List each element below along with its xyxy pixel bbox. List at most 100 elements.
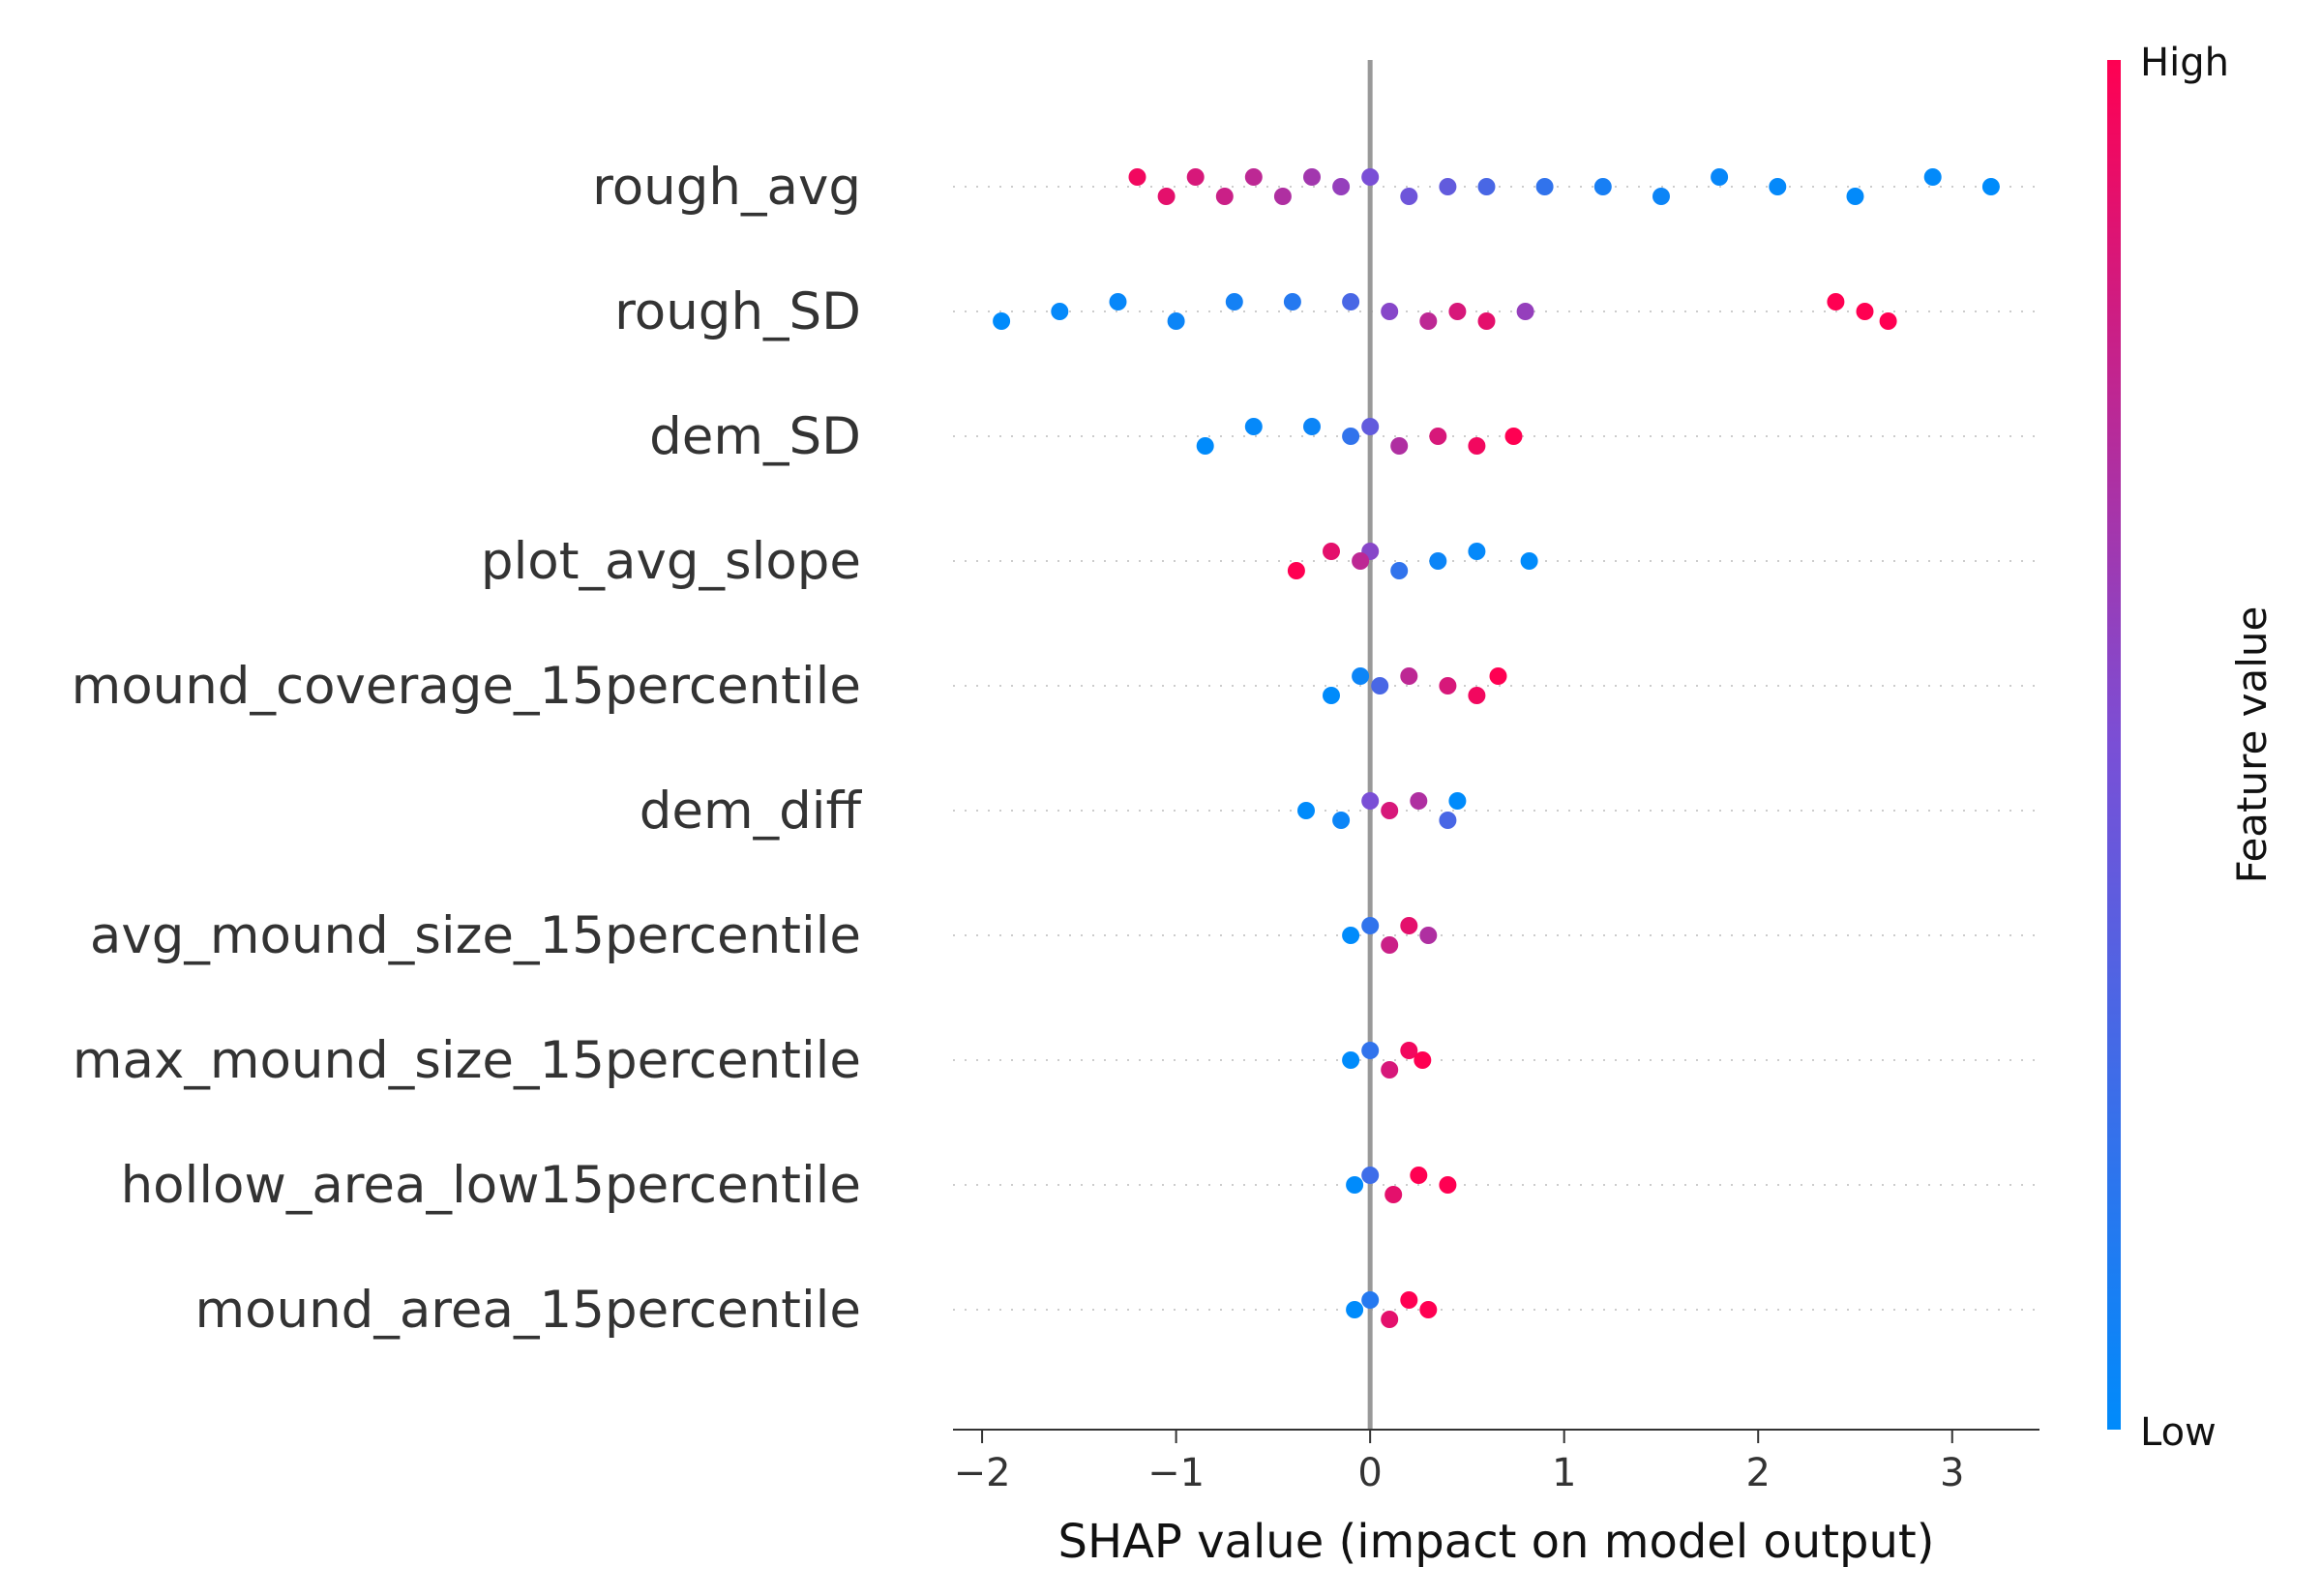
shap-point — [1400, 1291, 1418, 1309]
colorbar-gradient — [2107, 60, 2121, 1430]
colorbar-title: Feature value — [2228, 606, 2276, 884]
shap-point — [1381, 1311, 1399, 1328]
shap-point — [1342, 927, 1360, 944]
shap-point — [1504, 428, 1523, 445]
shap-point — [1381, 1061, 1399, 1079]
shap-point — [1361, 1291, 1380, 1309]
shap-point — [1923, 168, 1942, 186]
row-guides — [953, 186, 2039, 1311]
shap-point — [1439, 178, 1457, 195]
shap-point — [1196, 437, 1214, 455]
x-tick-label: 1 — [1552, 1451, 1576, 1495]
shap-point — [1520, 552, 1538, 570]
x-axis-title: SHAP value (impact on model output) — [1058, 1515, 1935, 1569]
shap-point — [1303, 168, 1321, 186]
feature-label: max_mound_size_15percentile — [73, 1031, 861, 1090]
shap-point — [1323, 543, 1340, 560]
shap-point — [1439, 1176, 1457, 1194]
colorbar-low-label: Low — [2140, 1410, 2217, 1455]
shap-point — [1846, 188, 1864, 205]
shap-point — [1400, 917, 1418, 934]
shap-point — [1332, 812, 1351, 829]
feature-label: rough_avg — [592, 158, 861, 217]
shap-point — [1303, 418, 1321, 435]
x-tick-label: −1 — [1147, 1451, 1205, 1495]
shap-point — [1361, 917, 1380, 934]
shap-point — [1361, 1167, 1380, 1184]
shap-point — [1400, 667, 1418, 685]
shap-point — [1273, 188, 1292, 205]
feature-label: dem_diff — [640, 782, 863, 841]
shap-point — [1361, 418, 1380, 435]
shap-point — [1332, 178, 1351, 195]
shap-point — [1439, 812, 1457, 829]
shap-point — [1390, 562, 1409, 579]
shap-point — [1711, 168, 1729, 186]
shap-point — [1323, 687, 1340, 704]
shap-point — [1410, 1167, 1428, 1184]
shap-point — [1477, 312, 1496, 330]
x-tick-label: 0 — [1357, 1451, 1382, 1495]
shap-point — [1448, 303, 1467, 320]
shap-point — [1128, 168, 1146, 186]
shap-point — [1535, 178, 1554, 195]
shap-point — [1414, 1051, 1432, 1069]
shap-point — [1283, 293, 1301, 310]
shap-point — [1384, 1186, 1403, 1203]
shap-point — [1381, 936, 1399, 954]
shap-point — [1051, 303, 1069, 320]
shap-point — [1468, 437, 1486, 455]
shap-point — [1516, 303, 1534, 320]
shap-point — [1439, 677, 1457, 695]
feature-label: plot_avg_slope — [481, 532, 861, 591]
shap-point — [1346, 1301, 1364, 1318]
shap-point — [1419, 312, 1438, 330]
shap-point — [1448, 792, 1467, 810]
shap-point — [1400, 1042, 1418, 1059]
shap-point — [1346, 1176, 1364, 1194]
shap-point — [1109, 293, 1127, 310]
shap-point — [1468, 687, 1486, 704]
shap-point — [1342, 293, 1360, 310]
shap-point — [1429, 552, 1447, 570]
shap-point — [1489, 667, 1507, 685]
shap-point — [1287, 562, 1305, 579]
shap-point — [1827, 293, 1845, 310]
shap-point — [1381, 303, 1399, 320]
shap-point — [1468, 543, 1486, 560]
feature-labels: rough_avg rough_SD dem_SD plot_avg_slopemou… — [72, 158, 863, 1340]
shap-point — [1769, 178, 1787, 195]
shap-point — [1400, 188, 1418, 205]
shap-point — [1381, 802, 1399, 819]
feature-label: mound_coverage_15percentile — [72, 657, 861, 716]
shap-point — [1361, 792, 1380, 810]
shap-point — [1981, 178, 2000, 195]
colorbar: High Low Feature value — [2107, 41, 2276, 1455]
x-tick-label: −2 — [954, 1451, 1011, 1495]
shap-point — [1593, 178, 1612, 195]
shap-point — [1352, 667, 1370, 685]
x-ticks: −2 −1 0 1 2 3 — [954, 1430, 1964, 1495]
shap-point — [1652, 188, 1670, 205]
shap-point — [1477, 178, 1496, 195]
shap-point — [1879, 312, 1897, 330]
shap-point — [1856, 303, 1874, 320]
colorbar-high-label: High — [2140, 41, 2229, 85]
x-axis: −2 −1 0 1 2 3 SHAP value (impact on model out… — [953, 1429, 2039, 1569]
feature-label: mound_area_15percentile — [194, 1281, 861, 1340]
shap-point — [1244, 418, 1263, 435]
x-tick-label: 2 — [1745, 1451, 1770, 1495]
shap-point — [1297, 802, 1315, 819]
shap-point — [1186, 168, 1205, 186]
shap-point — [1390, 437, 1409, 455]
shap-point — [1342, 1051, 1360, 1069]
shap-point — [1419, 927, 1438, 944]
shap-point — [1419, 1301, 1438, 1318]
shap-point — [1410, 792, 1428, 810]
feature-label: hollow_area_low15percentile — [121, 1156, 861, 1215]
shap-point — [1342, 428, 1360, 445]
shap-point — [1215, 188, 1234, 205]
shap-point — [1361, 1042, 1380, 1059]
x-tick-label: 3 — [1940, 1451, 1964, 1495]
